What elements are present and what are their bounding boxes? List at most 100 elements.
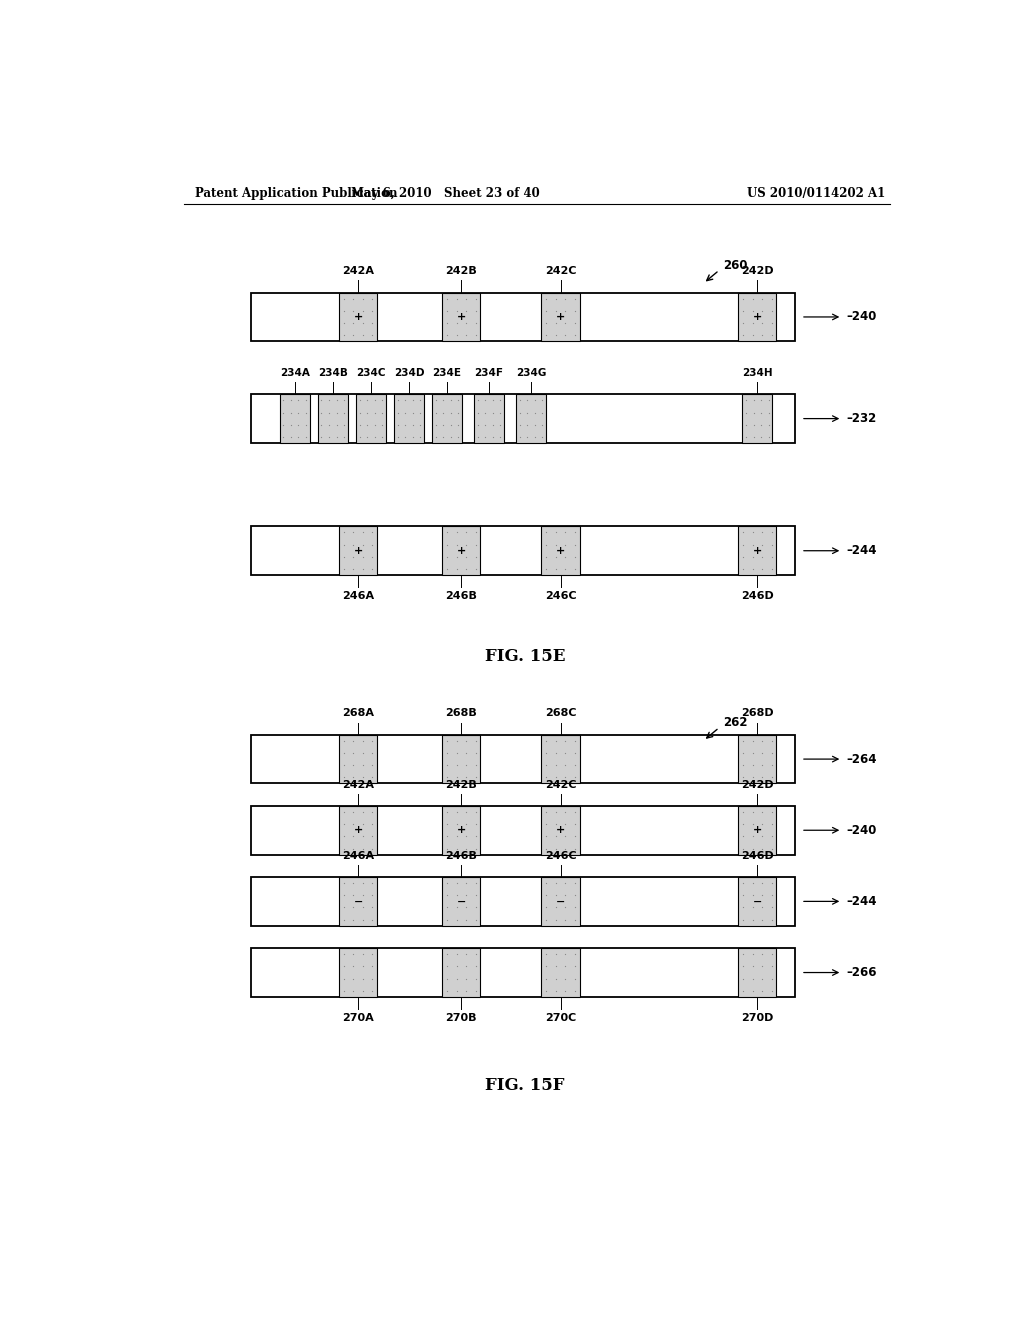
Text: +: + <box>556 825 565 836</box>
Bar <box>442 527 480 576</box>
Text: 246A: 246A <box>342 591 374 602</box>
Bar <box>251 735 795 784</box>
Text: 234H: 234H <box>742 368 773 378</box>
Bar <box>542 527 580 576</box>
Text: FIG. 15F: FIG. 15F <box>485 1077 564 1094</box>
Text: 246C: 246C <box>545 850 577 861</box>
Text: −: − <box>556 896 565 907</box>
Bar <box>738 735 776 784</box>
Bar <box>442 805 480 854</box>
Text: +: + <box>556 545 565 556</box>
Text: US 2010/0114202 A1: US 2010/0114202 A1 <box>748 187 886 201</box>
Bar <box>738 527 776 576</box>
Bar <box>339 948 377 997</box>
Text: 234D: 234D <box>393 368 424 378</box>
Text: 242B: 242B <box>445 780 477 789</box>
Bar <box>339 876 377 925</box>
Bar <box>742 395 772 444</box>
Text: 234B: 234B <box>317 368 348 378</box>
Text: 242A: 242A <box>342 267 374 276</box>
Bar <box>251 527 795 576</box>
Text: +: + <box>353 312 362 322</box>
Bar <box>442 735 480 784</box>
Text: 234G: 234G <box>516 368 547 378</box>
Text: 270C: 270C <box>545 1014 577 1023</box>
Text: 268A: 268A <box>342 709 374 718</box>
Text: −: − <box>457 896 466 907</box>
Text: 246B: 246B <box>445 591 477 602</box>
Text: –266: –266 <box>846 966 877 979</box>
Bar <box>542 735 580 784</box>
Text: +: + <box>753 545 762 556</box>
Bar <box>542 948 580 997</box>
Text: 234A: 234A <box>280 368 309 378</box>
Bar <box>442 948 480 997</box>
Bar <box>339 805 377 854</box>
Bar <box>355 395 386 444</box>
Text: +: + <box>753 312 762 322</box>
Bar <box>542 876 580 925</box>
Text: +: + <box>457 312 466 322</box>
Text: +: + <box>353 545 362 556</box>
Bar <box>280 395 309 444</box>
Bar <box>432 395 462 444</box>
Text: –244: –244 <box>846 895 877 908</box>
Text: 242A: 242A <box>342 780 374 789</box>
Text: 242B: 242B <box>445 267 477 276</box>
Text: −: − <box>753 896 762 907</box>
Text: 246D: 246D <box>741 850 774 861</box>
Text: +: + <box>457 825 466 836</box>
Bar <box>738 876 776 925</box>
Text: 270B: 270B <box>445 1014 477 1023</box>
Text: +: + <box>457 545 466 556</box>
Bar <box>442 293 480 342</box>
Bar <box>542 293 580 342</box>
Text: +: + <box>353 825 362 836</box>
Text: 268C: 268C <box>545 709 577 718</box>
Text: −: − <box>353 896 362 907</box>
Text: 268B: 268B <box>445 709 477 718</box>
Bar <box>317 395 348 444</box>
Text: 246B: 246B <box>445 850 477 861</box>
Text: 246A: 246A <box>342 850 374 861</box>
Text: 242D: 242D <box>741 267 774 276</box>
Bar <box>251 293 795 342</box>
Bar <box>339 735 377 784</box>
Text: Patent Application Publication: Patent Application Publication <box>196 187 398 201</box>
Text: 260: 260 <box>723 259 748 272</box>
Bar <box>474 395 504 444</box>
Text: –240: –240 <box>846 310 877 323</box>
Text: 246C: 246C <box>545 591 577 602</box>
Bar <box>516 395 546 444</box>
Text: 246D: 246D <box>741 591 774 602</box>
Text: –232: –232 <box>846 412 877 425</box>
Text: 234F: 234F <box>474 368 504 378</box>
Bar <box>542 805 580 854</box>
Bar <box>251 948 795 997</box>
Bar <box>251 395 795 444</box>
Bar <box>339 293 377 342</box>
Text: 242D: 242D <box>741 780 774 789</box>
Text: –240: –240 <box>846 824 877 837</box>
Text: 270D: 270D <box>741 1014 773 1023</box>
Text: 234C: 234C <box>356 368 386 378</box>
Bar <box>394 395 424 444</box>
Bar <box>738 805 776 854</box>
Bar <box>251 876 795 925</box>
Text: –244: –244 <box>846 544 877 557</box>
Text: 242C: 242C <box>545 267 577 276</box>
Text: 234E: 234E <box>432 368 462 378</box>
Text: +: + <box>753 825 762 836</box>
Bar <box>442 876 480 925</box>
Text: 242C: 242C <box>545 780 577 789</box>
Text: 270A: 270A <box>342 1014 374 1023</box>
Bar <box>738 293 776 342</box>
Bar <box>738 948 776 997</box>
Bar <box>251 805 795 854</box>
Text: FIG. 15E: FIG. 15E <box>484 648 565 665</box>
Text: May 6, 2010   Sheet 23 of 40: May 6, 2010 Sheet 23 of 40 <box>351 187 540 201</box>
Text: +: + <box>556 312 565 322</box>
Bar <box>339 527 377 576</box>
Text: 262: 262 <box>723 715 748 729</box>
Text: –264: –264 <box>846 752 877 766</box>
